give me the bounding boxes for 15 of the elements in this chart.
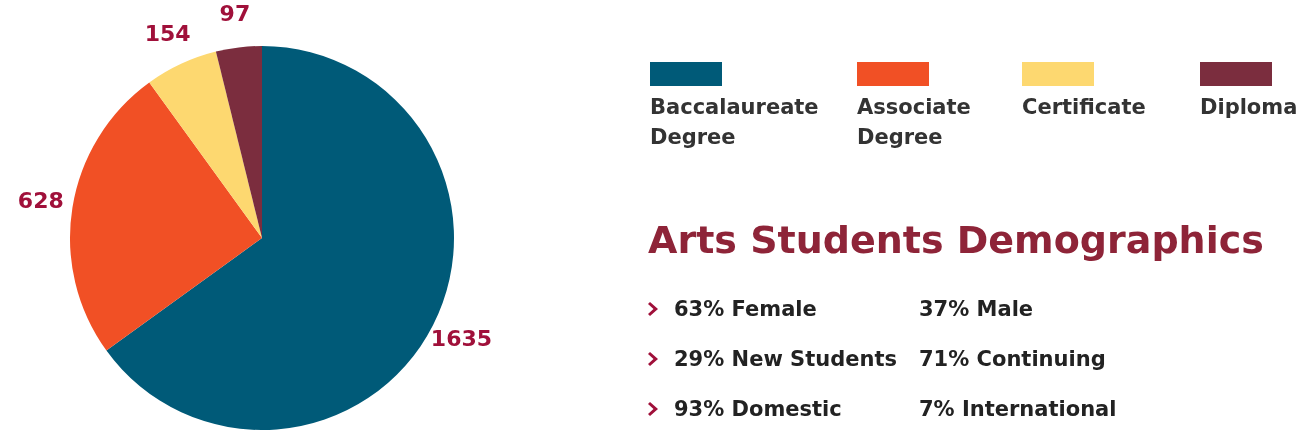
legend-label: Associate Degree — [857, 94, 972, 151]
text: 63% Female — [674, 297, 818, 321]
text: 71% Continuing — [919, 347, 1106, 371]
data-label: 154 — [144, 20, 191, 46]
data-label: 1635 — [430, 325, 493, 351]
text: 29% New Students — [674, 347, 898, 371]
text: 37% Male — [919, 297, 1034, 321]
text: 93% Domestic — [674, 397, 843, 421]
text: Arts Students Demographics — [648, 218, 1265, 262]
data-label: 97 — [219, 1, 251, 27]
legend-label: Baccalaureate Degree — [650, 94, 820, 151]
text: 7% International — [919, 397, 1117, 421]
legend-label: Certificate — [1022, 94, 1147, 121]
legend-label: Diploma — [1200, 94, 1299, 121]
data-label: 628 — [17, 188, 64, 214]
